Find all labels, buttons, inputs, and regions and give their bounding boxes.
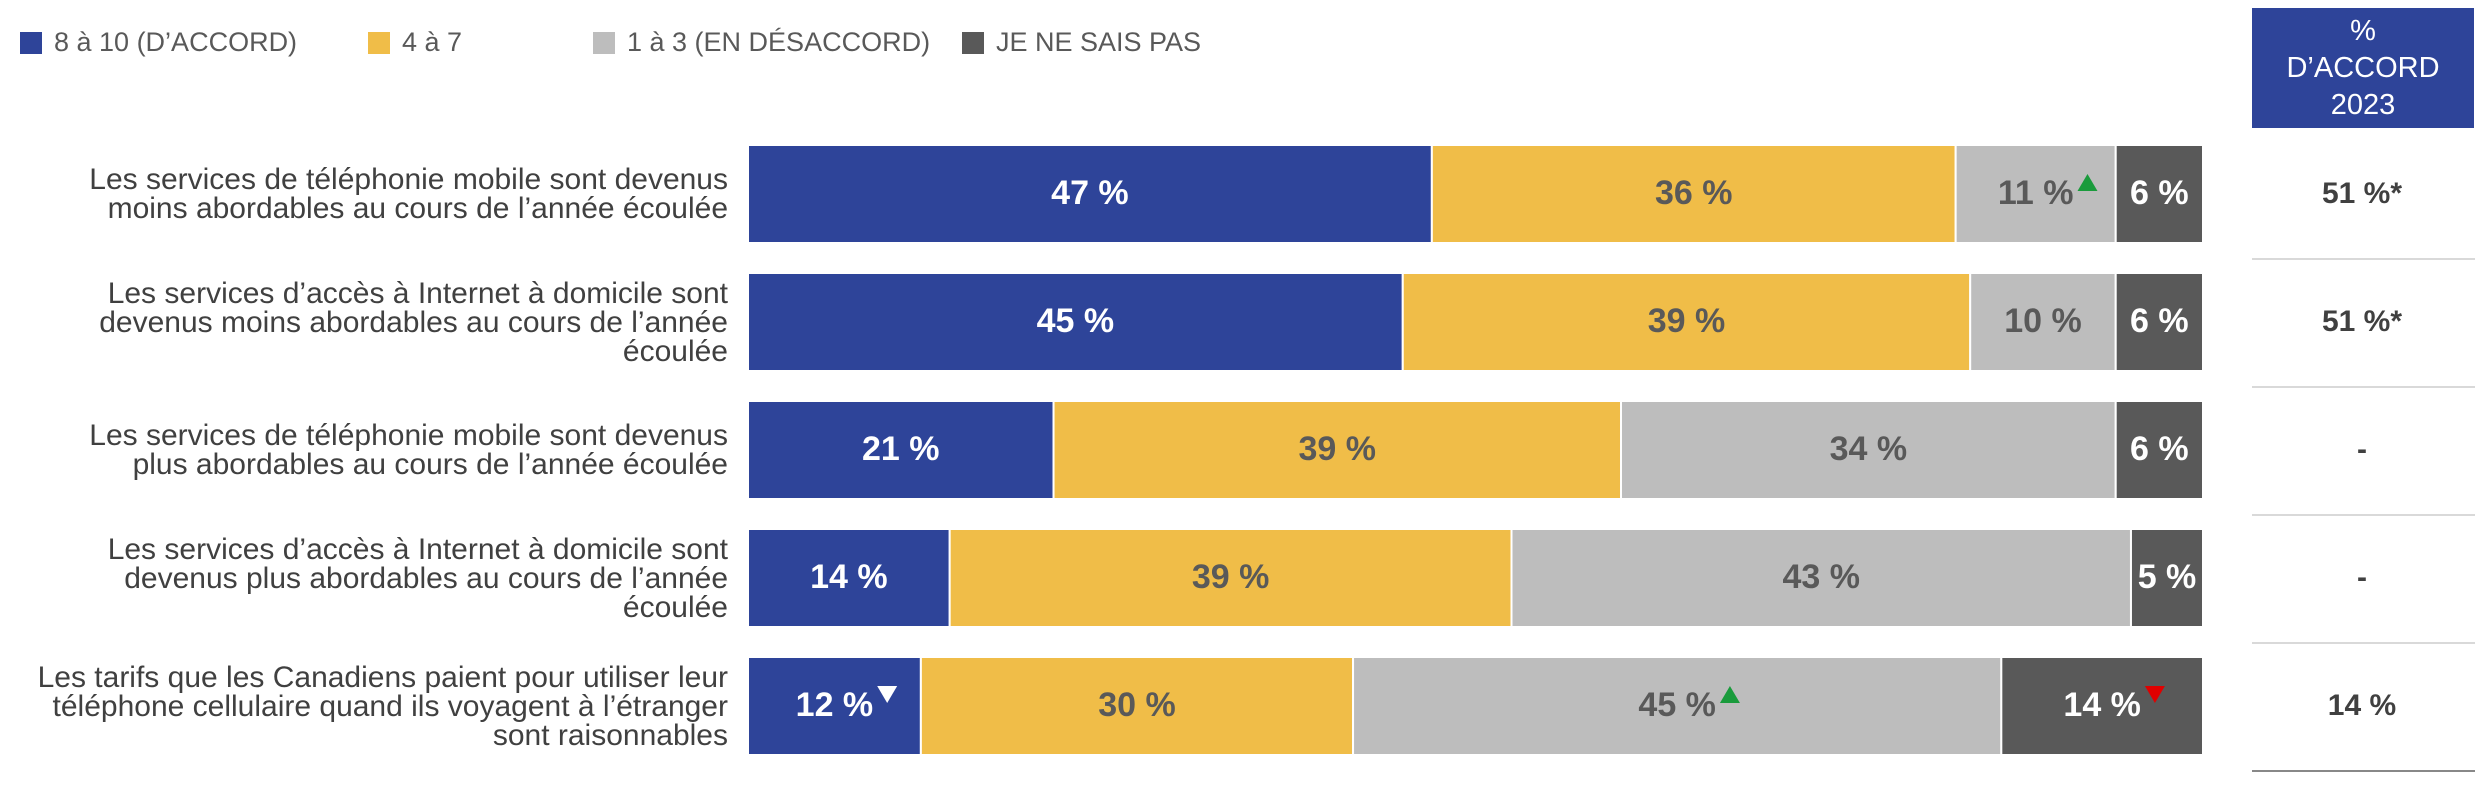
category-label: Les services d’accès à Internet à domici… [0, 273, 728, 371]
value-label: 14 % [2063, 686, 2141, 724]
table-header-text: % D’ACCORD 2023 [2286, 14, 2440, 121]
bar-segment [1052, 400, 1623, 500]
value-label: 21 % [862, 430, 940, 468]
table-header: % D’ACCORD 2023 [2252, 8, 2474, 128]
category-text: Les tarifs que les Canadiens paient pour… [37, 660, 728, 752]
trend-arrow [2077, 174, 2098, 191]
category-text: Les services de téléphonie mobile sont d… [89, 419, 728, 481]
value-label: 45 % [1037, 302, 1115, 340]
value-label: 45 % [1638, 686, 1716, 724]
value-label: 6 % [2130, 302, 2189, 340]
value-label: 6 % [2130, 430, 2189, 468]
bar-segment [1401, 272, 1972, 372]
value-label: 34 % [1830, 430, 1908, 468]
legend-swatch [962, 32, 984, 54]
bar-segment [1352, 656, 2003, 756]
legend-swatch [593, 32, 615, 54]
category-label: Les services d’accès à Internet à domici… [0, 529, 728, 627]
value-label: 39 % [1648, 302, 1726, 340]
category-label: Les tarifs que les Canadiens paient pour… [0, 657, 728, 755]
legend-label: 4 à 7 [402, 27, 462, 57]
table-value: - [2357, 561, 2367, 594]
category-label: Les services de téléphonie mobile sont d… [0, 145, 728, 243]
value-label: 39 % [1299, 430, 1377, 468]
trend-arrow [1719, 686, 1740, 703]
value-label: 10 % [2004, 302, 2082, 340]
bar-segment [747, 144, 1433, 244]
table-value: 51 %* [2322, 177, 2402, 210]
bar-segment [2114, 144, 2204, 244]
table-value: - [2357, 433, 2367, 466]
value-label: 43 % [1782, 558, 1860, 596]
value-label: 11 % [1998, 174, 2074, 212]
category-text: Les services d’accès à Internet à domici… [107, 532, 728, 624]
bar-segment [2114, 400, 2204, 500]
bar-segment [747, 528, 951, 628]
value-label: 12 % [796, 686, 874, 724]
trend-arrow [877, 686, 898, 703]
legend-label: JE NE SAIS PAS [996, 27, 1201, 57]
legend-swatch [368, 32, 390, 54]
category-text: Les services d’accès à Internet à domici… [99, 276, 728, 368]
value-label: 47 % [1051, 174, 1129, 212]
legend-label: 1 à 3 (EN DÉSACCORD) [627, 27, 930, 57]
bar-segment [1954, 144, 2117, 244]
bar-segment [1510, 528, 2132, 628]
bar-segment [948, 528, 1513, 628]
value-label: 5 % [2138, 558, 2197, 596]
value-label: 6 % [2130, 174, 2189, 212]
table-value: 51 %* [2322, 305, 2402, 338]
value-label: 14 % [810, 558, 888, 596]
bar-segment [919, 656, 1355, 756]
category-label: Les services de téléphonie mobile sont d… [0, 401, 728, 499]
value-label: 39 % [1192, 558, 1270, 596]
table-value: 14 % [2328, 689, 2396, 722]
bar-segment [2114, 272, 2204, 372]
value-label: 36 % [1655, 174, 1733, 212]
bar-segment [2000, 656, 2204, 756]
bar-segment [747, 400, 1055, 500]
trend-arrow [2144, 686, 2165, 703]
legend-label: 8 à 10 (D’ACCORD) [54, 27, 297, 57]
bar-segment [747, 272, 1404, 372]
value-label: 30 % [1098, 686, 1176, 724]
legend-swatch [20, 32, 42, 54]
bar-segment [1430, 144, 1957, 244]
category-text: Les services de téléphonie mobile sont d… [89, 163, 728, 225]
bar-segment [747, 656, 922, 756]
bar-segment [2129, 528, 2204, 628]
bar-segment [1969, 272, 2117, 372]
